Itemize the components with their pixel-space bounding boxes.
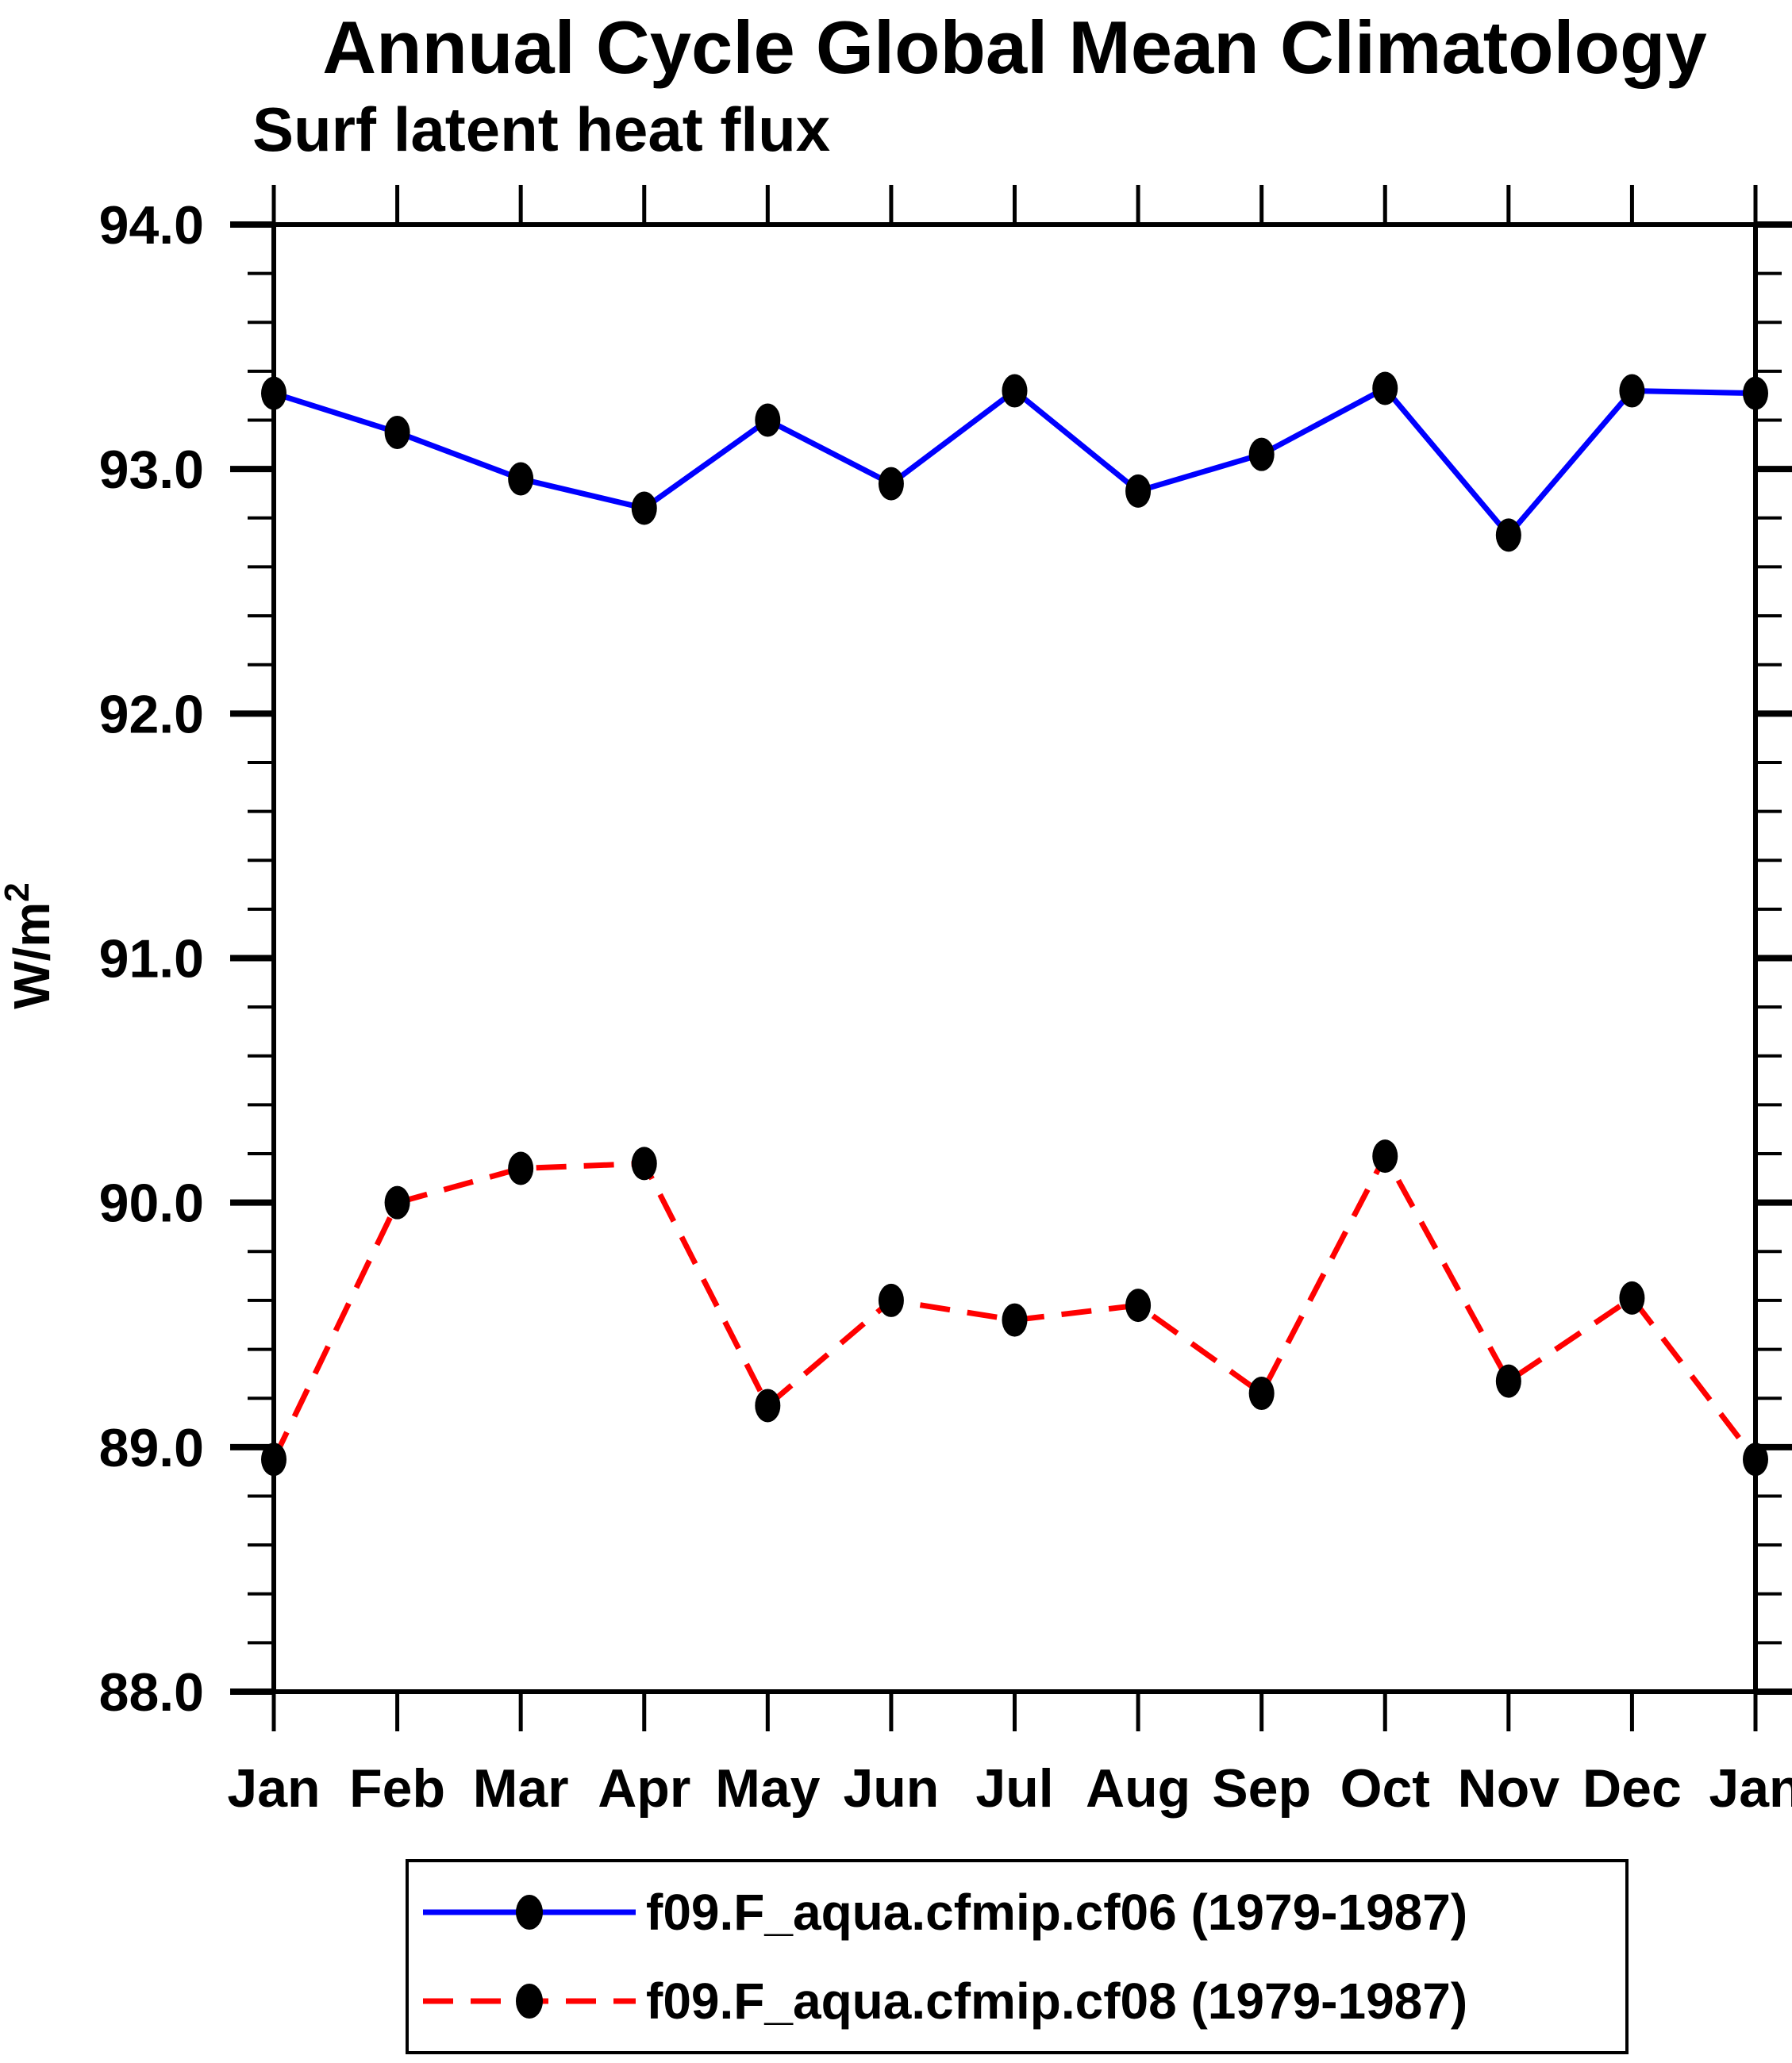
data-point bbox=[1495, 1364, 1521, 1398]
x-tick-label: Sep bbox=[1212, 1758, 1311, 1819]
data-point bbox=[878, 467, 904, 501]
data-point bbox=[1248, 1377, 1275, 1411]
y-tick-label: 92.0 bbox=[99, 684, 204, 744]
data-point bbox=[755, 1389, 781, 1423]
x-tick-label: Jun bbox=[843, 1758, 939, 1819]
data-point bbox=[1002, 374, 1028, 408]
x-tick-label: Oct bbox=[1340, 1758, 1430, 1819]
data-point bbox=[1619, 1281, 1645, 1315]
data-point bbox=[1002, 1303, 1028, 1337]
x-tick-label: Nov bbox=[1458, 1758, 1560, 1819]
legend-label-series1: f09.F_aqua.cfmip.cf06 (1979-1987) bbox=[646, 1883, 1468, 1941]
y-tick-label: 94.0 bbox=[99, 195, 204, 255]
data-point bbox=[261, 376, 286, 410]
data-point bbox=[508, 1151, 534, 1185]
legend-line-sample-series1 bbox=[423, 1894, 636, 1930]
data-point bbox=[878, 1283, 904, 1317]
series-line-1 bbox=[272, 385, 1756, 540]
data-point bbox=[261, 1443, 286, 1477]
data-point bbox=[1125, 1289, 1152, 1323]
x-tick-label: Aug bbox=[1086, 1758, 1190, 1819]
legend-line-sample-series2 bbox=[423, 1984, 636, 2019]
data-point bbox=[1125, 474, 1152, 508]
chart-title: Annual Cycle Global Mean Climatology bbox=[322, 6, 1707, 89]
y-tick-label: 93.0 bbox=[99, 440, 204, 500]
data-point bbox=[1743, 376, 1768, 410]
axis-box bbox=[271, 222, 1758, 1694]
y-tick-label: 89.0 bbox=[99, 1418, 204, 1478]
x-tick-label: Mar bbox=[473, 1758, 569, 1819]
data-point bbox=[1372, 1139, 1398, 1174]
legend-row-series1: f09.F_aqua.cfmip.cf06 (1979-1987) bbox=[409, 1873, 1625, 1952]
x-tick-label: Jan bbox=[1709, 1758, 1792, 1819]
data-point bbox=[1495, 518, 1521, 552]
x-tick-label: Jul bbox=[975, 1758, 1053, 1819]
data-point bbox=[1372, 371, 1398, 405]
y-tick-label: 91.0 bbox=[99, 929, 204, 989]
legend-label-series2: f09.F_aqua.cfmip.cf08 (1979-1987) bbox=[646, 1973, 1468, 2030]
x-tick-label: Jan bbox=[227, 1758, 320, 1819]
data-point bbox=[755, 403, 781, 437]
data-point bbox=[1743, 1443, 1768, 1477]
data-point bbox=[384, 415, 410, 449]
chart-subtitle: Surf latent heat flux bbox=[252, 94, 831, 164]
data-point bbox=[1619, 374, 1645, 408]
x-tick-label: Apr bbox=[598, 1758, 690, 1819]
data-point bbox=[1248, 437, 1275, 471]
x-tick-label: Feb bbox=[349, 1758, 445, 1819]
y-tick-label: 90.0 bbox=[99, 1174, 204, 1234]
data-point bbox=[384, 1185, 410, 1220]
x-tick-label: May bbox=[715, 1758, 820, 1819]
data-point bbox=[508, 462, 534, 496]
legend-box: f09.F_aqua.cfmip.cf06 (1979-1987) f09.F_… bbox=[406, 1859, 1629, 2054]
legend-row-series2: f09.F_aqua.cfmip.cf08 (1979-1987) bbox=[409, 1961, 1625, 2041]
data-point bbox=[631, 491, 657, 525]
y-tick-label: 88.0 bbox=[99, 1662, 204, 1723]
data-point bbox=[631, 1147, 657, 1181]
x-tick-label: Dec bbox=[1582, 1758, 1682, 1819]
